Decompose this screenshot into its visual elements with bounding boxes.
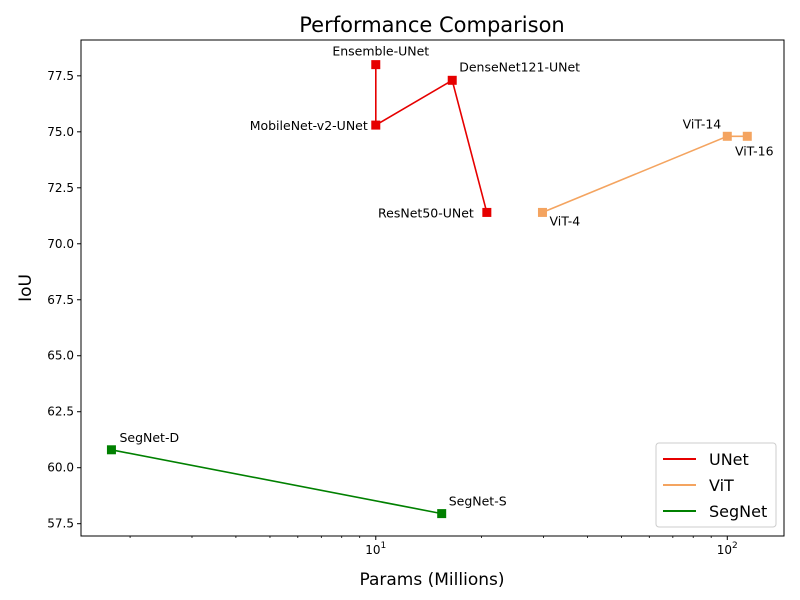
series-markers <box>106 60 752 519</box>
marker-densenet121-unet <box>447 75 457 85</box>
y-axis-title: IoU <box>16 274 36 302</box>
legend: UNet ViT SegNet <box>655 442 777 528</box>
marker-ensemble-unet <box>371 60 381 70</box>
y-tick-label: 75.0 <box>47 125 74 139</box>
marker-mobilenet-v2-unet <box>371 120 381 130</box>
point-label: MobileNet-v2-UNet <box>250 118 368 133</box>
y-tick-label: 60.0 <box>47 461 74 475</box>
point-label: Ensemble-UNet <box>332 44 429 59</box>
y-tick-label: 72.5 <box>47 181 74 195</box>
y-tick-label: 65.0 <box>47 349 74 363</box>
legend-label: UNet <box>709 450 749 469</box>
y-tick-label: 77.5 <box>47 69 74 83</box>
y-tick-label: 62.5 <box>47 405 74 419</box>
plot-frame <box>80 39 785 537</box>
marker-vit-14 <box>722 131 732 141</box>
x-axis-title: Params (Millions) <box>360 570 505 590</box>
point-label: ViT-4 <box>549 213 580 228</box>
marker-segnet-s <box>437 509 447 519</box>
y-tick-label: 70.0 <box>47 237 74 251</box>
point-label: SegNet-S <box>449 494 507 509</box>
x-tick-label: 102 <box>717 541 738 557</box>
y-tick-label: 57.5 <box>47 517 74 531</box>
series-line-unet <box>374 64 488 213</box>
marker-segnet-d <box>106 445 116 455</box>
legend-label: SegNet <box>709 502 767 521</box>
marker-vit-16 <box>742 131 752 141</box>
point-label: ResNet50-UNet <box>378 205 474 220</box>
point-label: SegNet-D <box>119 430 179 445</box>
marker-vit-4 <box>537 207 547 217</box>
series-line-segnet <box>111 449 442 515</box>
x-tick-label: 101 <box>365 541 386 557</box>
point-labels: Ensemble-UNet MobileNet-v2-UNet DenseNet12… <box>119 44 773 509</box>
point-label: DenseNet121-UNet <box>459 59 580 74</box>
chart-title: Performance Comparison <box>299 13 564 37</box>
legend-label: ViT <box>709 476 734 495</box>
legend-box <box>655 442 777 528</box>
point-label: ViT-14 <box>683 116 722 131</box>
point-label: ViT-16 <box>735 143 774 158</box>
axis-ticks: 57.5 60.0 62.5 65.0 67.5 70.0 72.5 75.0 77.5 101 1… <box>47 69 738 557</box>
y-tick-label: 67.5 <box>47 293 74 307</box>
marker-resnet50-unet <box>482 207 492 217</box>
